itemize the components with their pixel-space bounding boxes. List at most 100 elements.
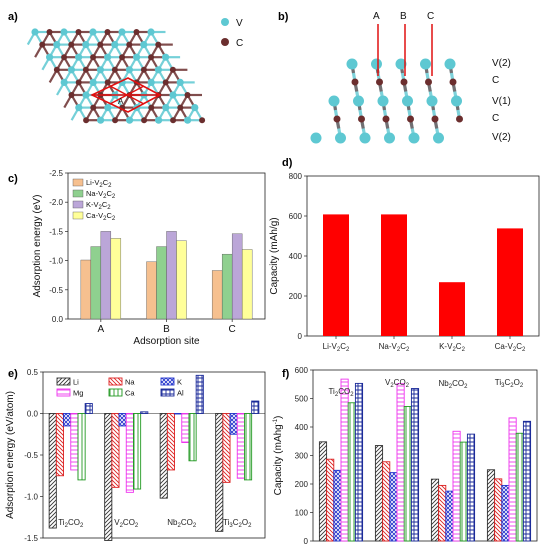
category-label: Ti3C2O2 — [495, 378, 524, 389]
v-atom — [75, 104, 83, 112]
bar-li-0 — [48, 413, 57, 529]
v-atom — [191, 104, 199, 112]
c-atom — [112, 117, 119, 124]
bar-li-1 — [374, 445, 384, 542]
y-tick-label: -2.5 — [49, 169, 63, 178]
legend-swatch — [56, 377, 71, 386]
panel-c-label: c) — [8, 173, 18, 185]
legend-text: Na-V2C2 — [86, 189, 116, 200]
y-tick-label: -0.5 — [49, 286, 63, 295]
bar-mg-2 — [181, 413, 190, 443]
v-atom — [359, 132, 371, 144]
c-atom — [53, 66, 60, 73]
category-label: Ti2CO2 — [58, 518, 84, 529]
chart-c: c) -2.5 -2.0 -1.5 -1.0 -0.5 0.0 A B C Adsorption s… — [8, 169, 266, 347]
panel-b: b) A B C V(2) C V(1) C V(2) — [278, 11, 511, 144]
site-a-label: A — [118, 97, 124, 106]
bar-na-1 — [111, 413, 120, 488]
bar-al-3 — [251, 400, 260, 414]
c-atom — [140, 66, 147, 73]
bar-cav-b — [176, 240, 187, 320]
category-label: Ti2CO2 — [328, 387, 354, 398]
c-atom — [90, 104, 97, 111]
v-atom — [89, 28, 97, 36]
supercell-line — [109, 85, 145, 105]
v-atom — [346, 58, 358, 70]
v-atom — [162, 53, 170, 61]
layer-label-4: C — [492, 113, 499, 124]
v-atom — [82, 91, 90, 99]
c-atom — [75, 79, 82, 86]
legend-swatch — [108, 388, 123, 397]
v-atom — [384, 132, 395, 144]
y-tick-label: 0.0 — [27, 410, 39, 419]
y-tick-label: -1.5 — [49, 227, 63, 236]
bar-capacity-ca — [497, 228, 523, 336]
chart-e: e) 0.5 0.0 -0.5 -1.0 -1.5 Ti2CO2 V2CO2 Nb2CO2 Ti3… — [5, 368, 266, 543]
v-atom — [444, 58, 456, 70]
category-label: Ti3C2O2 — [223, 518, 252, 529]
bar-kv-c — [231, 233, 243, 320]
legend-v-marker — [221, 18, 229, 26]
bar-k-0 — [63, 413, 72, 427]
v-atom — [335, 132, 346, 144]
legend-text: Al — [177, 389, 184, 398]
category-label: Nb2CO2 — [167, 518, 197, 529]
v-atom — [140, 41, 148, 49]
c-atom — [425, 78, 432, 86]
bar-al-3 — [522, 420, 532, 542]
bar-mg-2 — [452, 430, 461, 542]
y-tick-label: -2.0 — [49, 198, 63, 207]
y-tick-label: 0.0 — [52, 315, 64, 324]
c-atom — [141, 117, 148, 124]
v-atom — [31, 28, 39, 36]
bar-nav-b — [156, 246, 167, 320]
chart-d: d) 0 200 400 600 800 Li-V2C2 Na-V2C2 K-V2C2 Ca-V2… — [269, 157, 540, 353]
bar-ca-2 — [188, 413, 197, 462]
v-atom — [104, 104, 112, 112]
v-atom — [176, 78, 184, 86]
bar-li-3 — [215, 413, 224, 532]
v-atom — [420, 58, 431, 70]
bar-cav-a — [110, 238, 122, 320]
legend-text: Na — [125, 378, 135, 387]
bar-mg-3 — [236, 413, 245, 479]
c-atom — [449, 78, 457, 86]
v-atom — [147, 78, 155, 86]
bar-mg-3 — [508, 417, 517, 542]
bar-mg-0 — [70, 413, 79, 471]
bar-liv-c — [211, 270, 223, 320]
bar-ca-3 — [243, 413, 253, 481]
y-tick-label: 500 — [295, 395, 309, 404]
x-tick-label: Ca-V2C2 — [495, 342, 526, 353]
v-atom — [111, 41, 119, 49]
layer-label-1: V(2) — [492, 58, 511, 69]
c-atom — [111, 66, 118, 73]
v-atom — [60, 78, 68, 86]
bar-na-0 — [55, 413, 64, 477]
bar-mg-1 — [396, 383, 405, 542]
c-atom — [133, 29, 140, 35]
legend-text: K — [177, 378, 182, 387]
y-tick-label: 0 — [298, 332, 303, 341]
c-atom — [333, 115, 341, 123]
v-atom — [371, 58, 382, 70]
legend-text: Ca — [125, 389, 135, 398]
layer-label-5: V(2) — [492, 132, 511, 143]
y-tick-label: -1.5 — [24, 534, 38, 543]
c-atom — [382, 115, 390, 123]
bar-na-1 — [382, 461, 391, 542]
legend-c-text: C — [236, 38, 243, 49]
panel-d-label: d) — [282, 157, 293, 169]
lattice-side-view — [310, 24, 463, 144]
c-atom — [75, 29, 82, 35]
y-tick-label: 800 — [289, 172, 303, 181]
c-atom — [170, 117, 177, 124]
y-axis-label: Adsorption energy (eV/atom) — [5, 391, 16, 519]
bar-li-2 — [430, 478, 440, 542]
site-b-top: B — [400, 11, 407, 22]
c-atom — [148, 104, 155, 111]
legend-swatch — [160, 377, 175, 386]
